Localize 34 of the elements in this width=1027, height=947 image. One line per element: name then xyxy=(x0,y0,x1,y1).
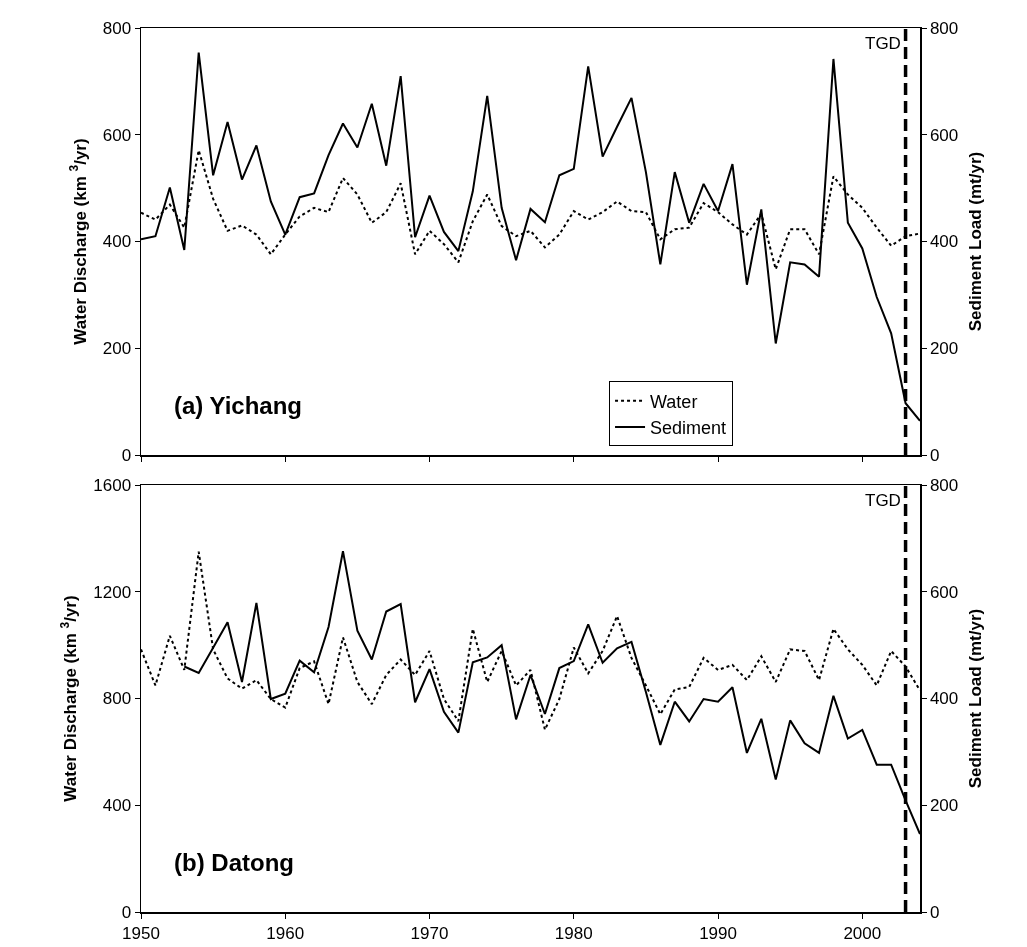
y-tick-label: 0 xyxy=(121,445,132,465)
x-tick-label: 1950 xyxy=(122,923,160,943)
y2-tick-label: 0 xyxy=(929,902,940,922)
y-tick-label: 800 xyxy=(102,18,132,38)
ref-line-label: TGD xyxy=(865,34,901,53)
y-tick-label: 1600 xyxy=(93,475,132,495)
y-tick-label: 400 xyxy=(102,232,132,252)
y2-tick-label: 200 xyxy=(929,339,959,359)
y2-tick-label: 800 xyxy=(929,18,959,38)
y-tick-label: 200 xyxy=(102,339,132,359)
y2-tick-label: 400 xyxy=(929,689,959,709)
y2-tick-label: 600 xyxy=(929,125,959,145)
x-tick-label: 1990 xyxy=(699,923,737,943)
y-tick-label: 1200 xyxy=(93,582,132,602)
y-tick-label: 0 xyxy=(121,902,132,922)
y2-axis-title: Sediment Load (mt/yr) xyxy=(966,151,986,332)
x-tick-label: 2000 xyxy=(843,923,882,943)
y-tick-label: 400 xyxy=(102,796,132,816)
x-tick-label: 1980 xyxy=(554,923,593,943)
y2-tick-label: 400 xyxy=(929,232,959,252)
annotation: (a) Yichang xyxy=(174,392,303,419)
y2-axis-title: Sediment Load (mt/yr) xyxy=(966,608,986,789)
y-tick-label: 800 xyxy=(102,689,132,709)
x-tick-label: 1960 xyxy=(266,923,305,943)
legend-label: Water xyxy=(650,391,698,412)
y2-tick-label: 600 xyxy=(929,582,959,602)
annotation: (b) Datong xyxy=(174,849,294,876)
y-tick-label: 600 xyxy=(102,125,132,145)
legend-label: Sediment xyxy=(650,418,727,439)
ref-line-label: TGD xyxy=(865,491,901,510)
x-tick-label: 1970 xyxy=(410,923,449,943)
y2-tick-label: 200 xyxy=(929,796,959,816)
y2-tick-label: 0 xyxy=(929,445,940,465)
y2-tick-label: 800 xyxy=(929,475,959,495)
